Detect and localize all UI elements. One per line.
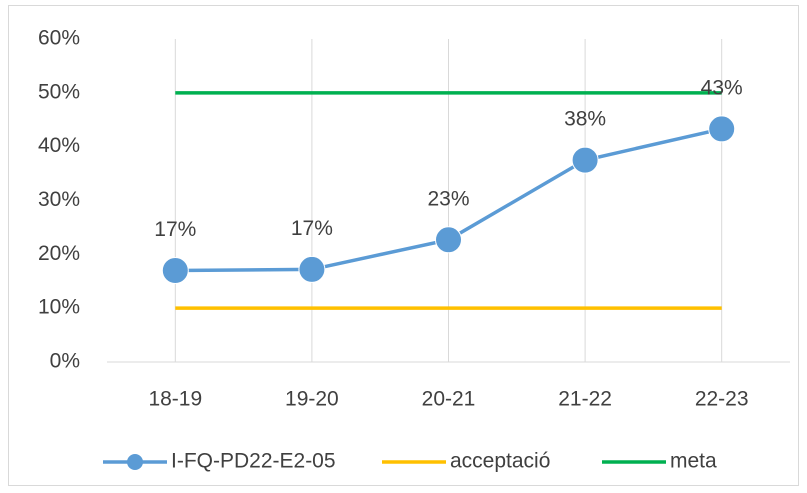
y-tick-label: 0% [50,350,80,373]
x-tick-label: 18-19 [148,388,202,411]
point-marker [298,255,326,283]
y-tick-label: 10% [38,296,80,319]
point-marker [571,146,599,174]
y-tick-label: 20% [38,242,80,265]
legend-marker [127,454,143,470]
legend-label: meta [670,450,717,473]
x-tick-label: 19-20 [285,388,339,411]
data-label: 17% [291,217,333,240]
legend-label: acceptació [450,450,550,473]
data-label: 43% [701,76,743,99]
x-tick-label: 20-21 [422,388,476,411]
y-tick-label: 50% [38,80,80,103]
data-label: 23% [427,187,469,210]
legend-label: I-FQ-PD22-E2-05 [171,450,336,473]
point-marker [161,256,189,284]
y-tick-label: 30% [38,188,80,211]
data-label: 38% [564,108,606,131]
point-marker [435,226,462,254]
x-tick-label: 22-23 [695,388,749,411]
point-marker [708,115,736,143]
x-tick-label: 21-22 [558,388,612,411]
data-label: 17% [154,218,196,241]
chart-border [8,5,799,486]
y-tick-label: 60% [38,27,80,50]
y-tick-label: 40% [38,134,80,157]
